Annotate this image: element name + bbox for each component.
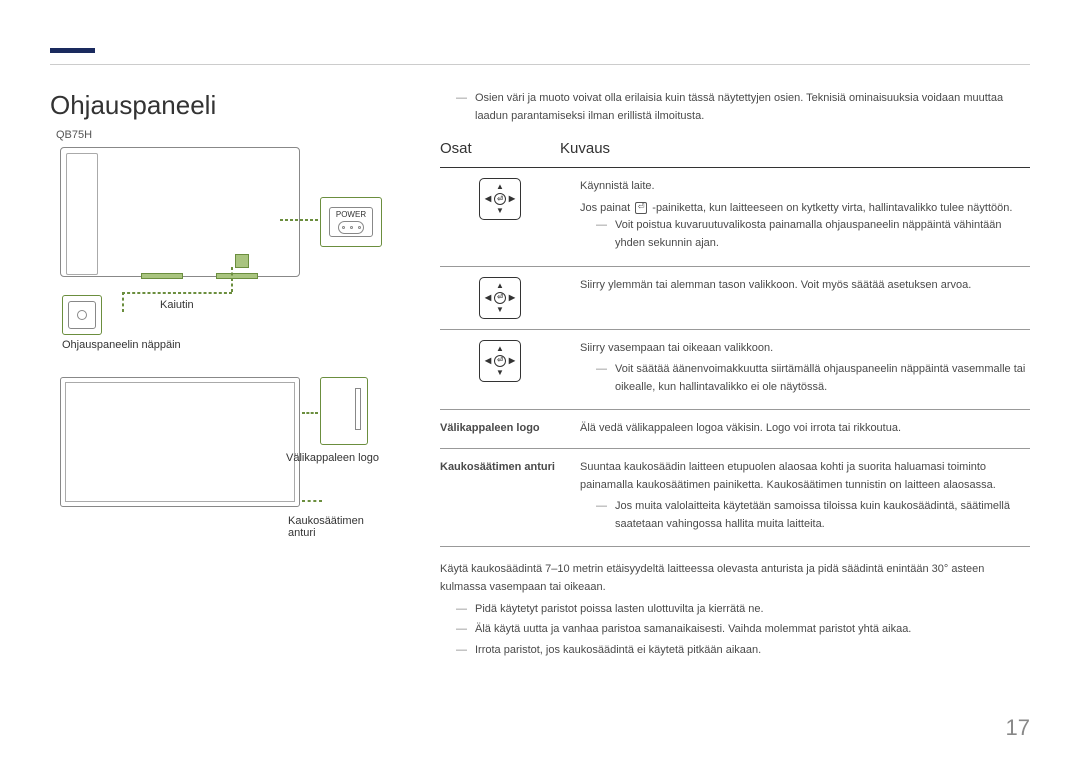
desc-text: Siirry vasempaan tai oikeaan valikkoon.	[580, 340, 1030, 358]
speaker-label: Kaiutin	[160, 299, 194, 311]
main-content: Ohjauspaneeli QB75H POWER Kaiutin	[50, 90, 1030, 662]
arrow-up-icon: ▲	[496, 345, 504, 353]
text: Irrota paristot, jos kaukosäädintä ei kä…	[475, 642, 761, 660]
text: Voit säätää äänenvoimakkuutta siirtämäll…	[615, 361, 1030, 396]
arrow-up-icon: ▲	[496, 183, 504, 191]
top-note-text: Osien väri ja muoto voivat olla erilaisi…	[475, 90, 1030, 125]
arrow-down-icon: ▼	[496, 306, 504, 314]
row-controller-leftright: ⏎ ▲ ▼ ◀ ▶ Siirry vasempaan tai oikeaan v…	[440, 330, 1030, 411]
text: Voit poistua kuvaruutuvalikosta painamal…	[615, 217, 1030, 252]
tv-front-outline	[60, 377, 300, 507]
callout-line	[231, 267, 233, 292]
dpad-center-icon: ⏎	[494, 355, 506, 367]
arrow-right-icon: ▶	[509, 357, 515, 365]
callout-line	[122, 292, 232, 294]
arrow-left-icon: ◀	[485, 357, 491, 365]
text: Älä käytä uutta ja vanhaa paristoa saman…	[475, 621, 911, 639]
row-icon-cell: ⏎ ▲ ▼ ◀ ▶	[440, 340, 560, 400]
sub-note: Voit säätää äänenvoimakkuutta siirtämäll…	[580, 361, 1030, 396]
table-header: Osat Kuvaus	[440, 137, 1030, 168]
text: Pidä käytetyt paristot poissa lasten ulo…	[475, 601, 764, 619]
desc-line: Jos painat ⏎ -painiketta, kun laitteesee…	[580, 200, 1030, 218]
controller-small-icon	[235, 254, 249, 268]
arrow-right-icon: ▶	[509, 195, 515, 203]
controller-callout	[62, 295, 102, 335]
row-label: Välikappaleen logo	[440, 420, 560, 438]
speaker-right-icon	[216, 273, 258, 279]
dpad-icon: ⏎ ▲ ▼ ◀ ▶	[479, 340, 521, 382]
model-label: QB75H	[56, 129, 400, 141]
power-inner: POWER	[329, 207, 373, 237]
dpad-icon: ⏎ ▲ ▼ ◀ ▶	[479, 277, 521, 319]
front-diagram: Välikappaleen logo Kaukosäätimen anturi	[50, 377, 390, 527]
top-note: Osien väri ja muoto voivat olla erilaisi…	[440, 90, 1030, 125]
dpad-center-icon: ⏎	[494, 292, 506, 304]
tv-back-outline	[60, 147, 300, 277]
remote-sensor-label: Kaukosäätimen anturi	[288, 515, 390, 539]
logo-callout	[320, 377, 368, 445]
arrow-down-icon: ▼	[496, 369, 504, 377]
bottom-note: Pidä käytetyt paristot poissa lasten ulo…	[440, 601, 1030, 619]
sub-note: Jos muita valolaitteita käytetään samois…	[580, 498, 1030, 533]
arrow-left-icon: ◀	[485, 195, 491, 203]
row-desc: Suuntaa kaukosäädin laitteen etupuolen a…	[580, 459, 1030, 536]
header-divider	[50, 64, 1030, 65]
row-controller-updown: ⏎ ▲ ▼ ◀ ▶ Siirry ylemmän tai alemman tas…	[440, 267, 1030, 330]
controller-label: Ohjauspaneelin näppäin	[62, 339, 181, 351]
row-desc: Käynnistä laite. Jos painat ⏎ -painikett…	[580, 178, 1030, 255]
spacer-logo-label: Välikappaleen logo	[286, 452, 379, 464]
text: Jos painat	[580, 202, 630, 214]
row-remote-sensor: Kaukosäätimen anturi Suuntaa kaukosäädin…	[440, 449, 1030, 547]
text: Jos muita valolaitteita käytetään samois…	[615, 498, 1030, 533]
left-column: Ohjauspaneeli QB75H POWER Kaiutin	[50, 90, 400, 662]
header-desc: Kuvaus	[560, 137, 1030, 161]
dpad-icon	[68, 301, 96, 329]
desc-text: Siirry ylemmän tai alemman tason valikko…	[580, 277, 1030, 295]
row-controller-power: ⏎ ▲ ▼ ◀ ▶ Käynnistä laite. Jos painat ⏎ …	[440, 168, 1030, 266]
page-number: 17	[1006, 715, 1030, 741]
page-title: Ohjauspaneeli	[50, 90, 400, 121]
speaker-left-icon	[141, 273, 183, 279]
desc-line: Käynnistä laite.	[580, 178, 1030, 196]
bottom-para: Käytä kaukosäädintä 7–10 metrin etäisyyd…	[440, 561, 1030, 596]
bottom-note: Älä käytä uutta ja vanhaa paristoa saman…	[440, 621, 1030, 639]
row-desc: Siirry ylemmän tai alemman tason valikko…	[580, 277, 1030, 319]
power-callout: POWER	[320, 197, 382, 247]
callout-line	[302, 412, 318, 414]
row-label: Kaukosäätimen anturi	[440, 459, 560, 536]
header-parts: Osat	[440, 137, 560, 161]
bottom-notes: Käytä kaukosäädintä 7–10 metrin etäisyyd…	[440, 561, 1030, 659]
callout-line	[302, 500, 322, 502]
arrow-down-icon: ▼	[496, 207, 504, 215]
dpad-center-icon: ⏎	[494, 193, 506, 205]
dpad-icon: ⏎ ▲ ▼ ◀ ▶	[479, 178, 521, 220]
enter-icon: ⏎	[635, 202, 647, 214]
arrow-right-icon: ▶	[509, 294, 515, 302]
row-desc: Siirry vasempaan tai oikeaan valikkoon. …	[580, 340, 1030, 400]
bottom-note: Irrota paristot, jos kaukosäädintä ei kä…	[440, 642, 1030, 660]
text: -painiketta, kun laitteeseen on kytketty…	[652, 202, 1012, 214]
row-icon-cell: ⏎ ▲ ▼ ◀ ▶	[440, 277, 560, 319]
arrow-left-icon: ◀	[485, 294, 491, 302]
row-icon-cell: ⏎ ▲ ▼ ◀ ▶	[440, 178, 560, 255]
power-plug-icon	[338, 221, 364, 234]
sub-note: Voit poistua kuvaruutuvalikosta painamal…	[580, 217, 1030, 252]
callout-line	[280, 219, 318, 221]
power-label: POWER	[330, 210, 372, 219]
desc-text: Suuntaa kaukosäädin laitteen etupuolen a…	[580, 459, 1030, 494]
header-accent	[50, 48, 95, 53]
desc-text: Älä vedä välikappaleen logoa väkisin. Lo…	[580, 420, 1030, 438]
right-column: Osien väri ja muoto voivat olla erilaisi…	[440, 90, 1030, 662]
rear-diagram: POWER Kaiutin Ohjauspaneelin näppäin	[50, 147, 390, 337]
row-spacer-logo: Välikappaleen logo Älä vedä välikappalee…	[440, 410, 1030, 449]
callout-line	[122, 292, 124, 312]
arrow-up-icon: ▲	[496, 282, 504, 290]
row-desc: Älä vedä välikappaleen logoa väkisin. Lo…	[580, 420, 1030, 438]
